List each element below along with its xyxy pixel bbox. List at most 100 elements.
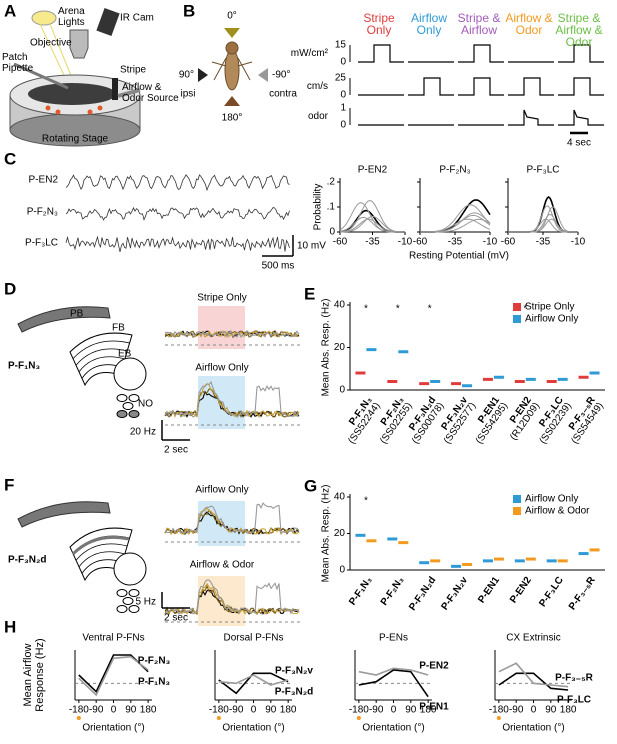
cell-label: P-F₁N₃: [8, 361, 40, 372]
x-tick-label: -10: [483, 237, 498, 248]
tick-label: 0: [340, 120, 346, 131]
no: [116, 605, 128, 613]
condition-title: Airflow Only: [410, 11, 447, 37]
significance: *: [523, 304, 527, 315]
stimulus-window: [198, 501, 245, 546]
condition-title: Airflow & Odor: [190, 560, 255, 571]
panel-letter: D: [4, 279, 16, 298]
stimulus-trace: [558, 109, 604, 126]
stimulus-window: [198, 306, 245, 349]
series-label: P-EN1: [419, 701, 449, 712]
stimulus-marker: [496, 716, 501, 720]
legend-swatch: [513, 315, 521, 323]
trace-label: P-EN2: [29, 175, 59, 186]
series-line: [218, 672, 289, 695]
series-label: P-F₂N₃: [138, 656, 171, 667]
legend-label: Airflow & Odor: [525, 506, 590, 517]
series-line: [498, 662, 569, 688]
x-tick-label: -180: [489, 705, 509, 716]
x-tick-label: P-F₃N₂v: [439, 575, 470, 613]
series-line: [218, 674, 289, 686]
y-tick-label: .2: [327, 177, 336, 188]
condition-title: Stripe Only: [363, 11, 395, 37]
distribution: [420, 199, 491, 233]
x-tick-label: P-EN2: [508, 575, 534, 606]
firing-trace: [164, 507, 300, 536]
chart-title: CX Extrinsic: [506, 633, 560, 644]
fb-layer: [72, 340, 130, 359]
distribution: [508, 205, 578, 233]
x-tick-label: -90: [369, 705, 384, 716]
voltage-trace: [65, 174, 290, 192]
scale-label: 20 Hz: [130, 427, 156, 438]
panel-letter: B: [183, 1, 195, 20]
y-tick-label: 40: [334, 492, 346, 503]
pipette: [13, 62, 69, 90]
significance: *: [396, 304, 400, 315]
condition-title: Airflow Only: [195, 363, 248, 374]
x-tick-label: 180: [560, 705, 577, 716]
y-tick-label: .1: [327, 202, 336, 213]
arena-light: [31, 10, 57, 26]
x-tick-label: 180: [420, 705, 437, 716]
legend-label: Airflow Only: [525, 314, 578, 325]
trace-label: P-F₃LC: [25, 238, 58, 249]
condition-title: Stripe & Airflow: [457, 11, 501, 37]
firing-trace: [164, 502, 300, 535]
y-tick-label: 20: [334, 528, 346, 539]
orientation-label: 180°: [222, 113, 243, 124]
x-tick-label: -90: [509, 705, 524, 716]
region-label: NO: [138, 399, 153, 410]
x-tick-label: -180: [349, 705, 369, 716]
series-line: [498, 672, 569, 691]
orientation-label: 0°: [227, 11, 237, 22]
x-tick-label: 90: [545, 705, 557, 716]
x-axis-label: Orientation (°): [362, 723, 424, 734]
legend-label: Airflow Only: [525, 494, 578, 505]
pb: [17, 501, 111, 528]
x-tick-label: 0: [531, 705, 537, 716]
label: Airflow & Odor Source: [122, 82, 179, 104]
subplot-title: P-F₃LC: [527, 165, 560, 176]
y-tick-label: 40: [334, 300, 346, 311]
fb-layer: [78, 356, 125, 373]
x-tick-label: P-F₃₋₅R: [567, 574, 598, 612]
label: Rotating Stage: [42, 134, 109, 145]
firing-trace: [164, 330, 300, 339]
series-line: [358, 669, 429, 698]
x-tick-label: -90: [89, 705, 104, 716]
x-tick-label: 180: [140, 705, 157, 716]
fb-layer: [75, 348, 128, 366]
no: [116, 394, 128, 402]
label: IR Cam: [120, 13, 154, 24]
row-unit: cm/s: [307, 81, 328, 92]
stimulus-trace: [408, 77, 454, 96]
panel-letter: H: [4, 617, 16, 636]
x-tick-label: P-EN1: [476, 575, 502, 606]
x-tick-label: 90: [125, 705, 137, 716]
y-tick-label: 20: [334, 342, 346, 353]
fly-body: [224, 49, 240, 91]
x-tick-label: 0: [111, 705, 117, 716]
y-axis-label: Mean Abs. Resp. (Hz): [321, 299, 332, 397]
panel-letter: G: [304, 476, 317, 495]
no: [128, 589, 140, 597]
tick-label: 0: [340, 90, 346, 101]
no: [128, 605, 140, 613]
fb-layer: [75, 543, 128, 561]
legend-swatch: [513, 507, 521, 515]
no: [122, 597, 134, 605]
significance: *: [364, 496, 368, 507]
stimulus-trace: [558, 44, 604, 63]
x-tick-label: -35: [536, 237, 551, 248]
stimulus-trace: [508, 109, 554, 126]
region-label: FB: [112, 323, 125, 334]
legend-label: Stripe Only: [525, 302, 574, 313]
led: [97, 105, 103, 111]
condition-title: Stripe Only: [197, 293, 246, 304]
eb: [113, 357, 147, 391]
y-tick-label: 0: [329, 227, 335, 238]
no: [128, 410, 140, 418]
series-label: P-F₃LC: [557, 695, 591, 706]
